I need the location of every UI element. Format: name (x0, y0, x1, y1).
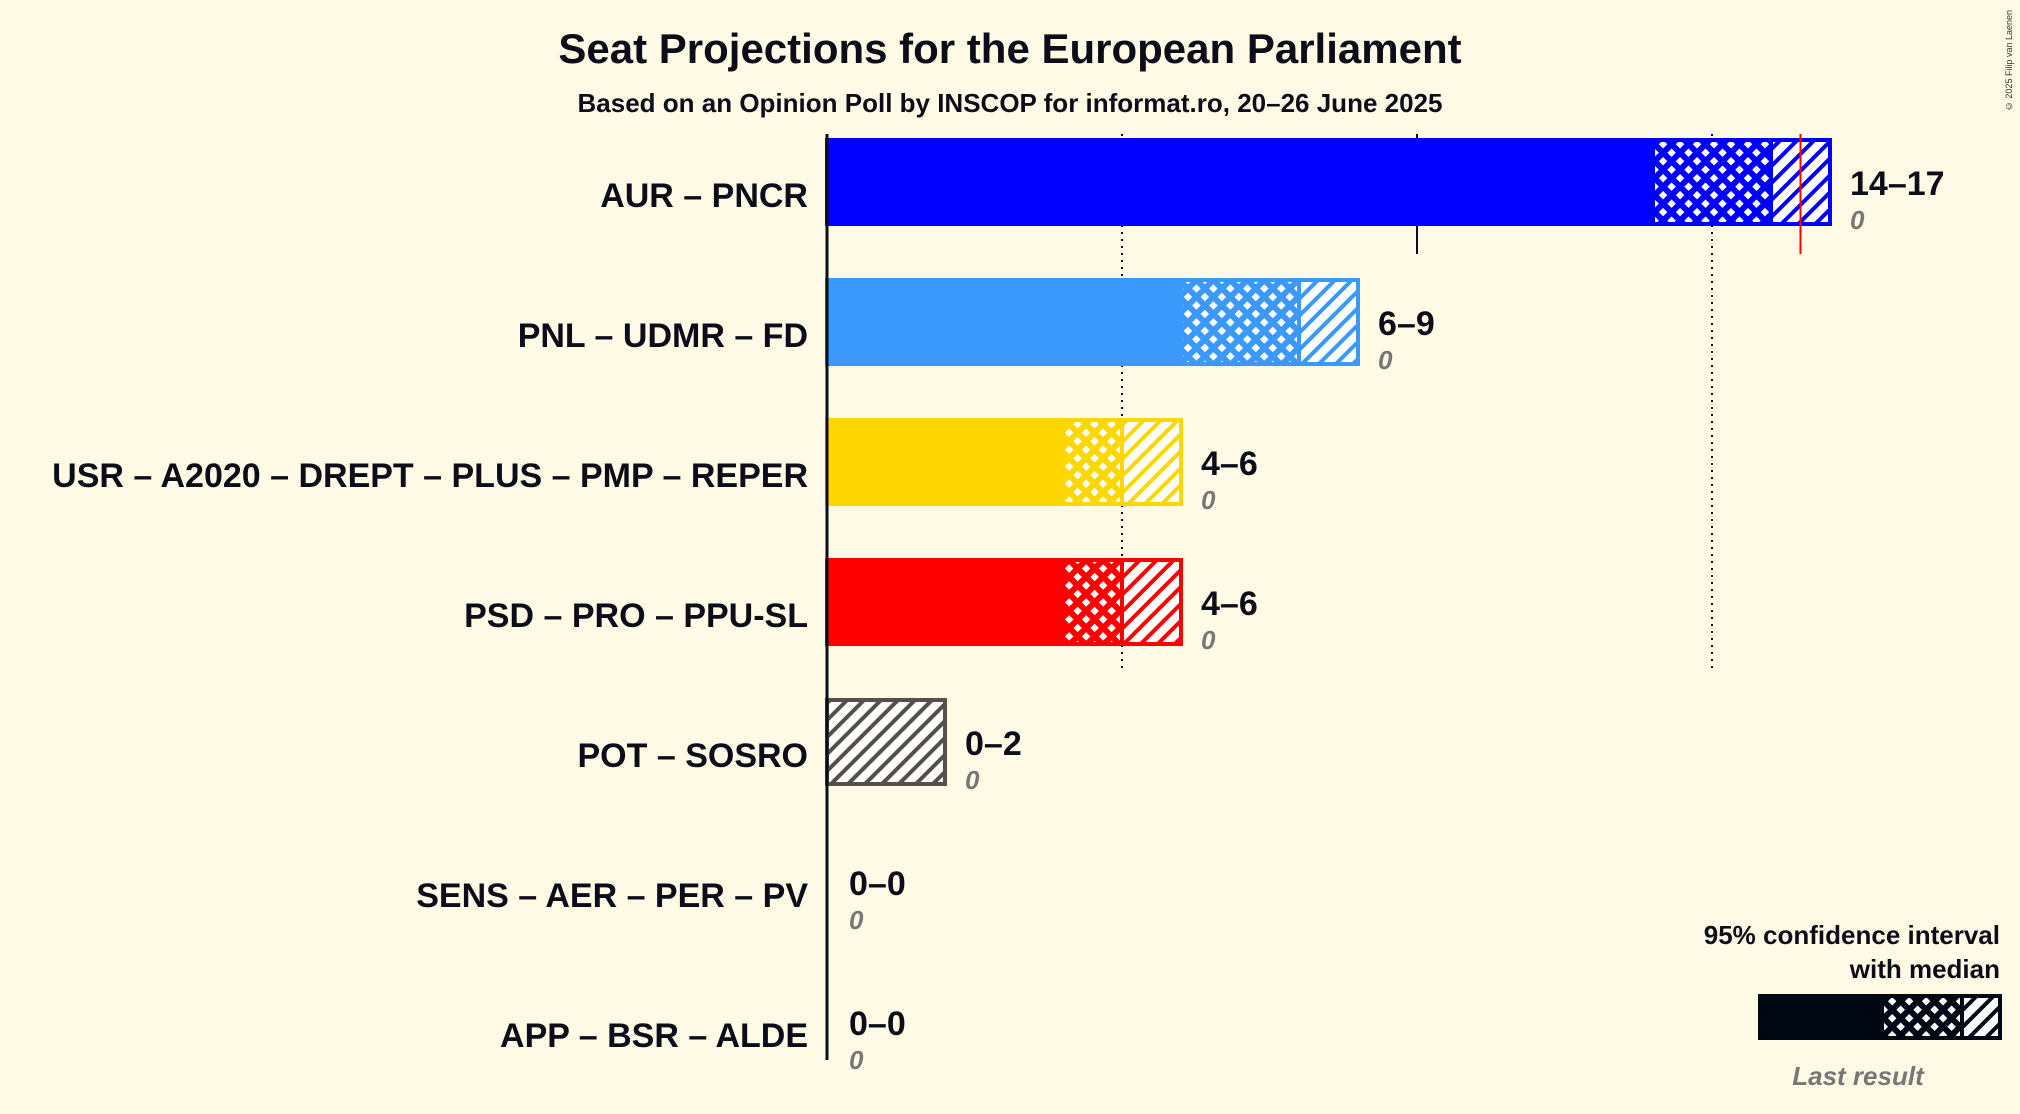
bar-crosshatch (1181, 280, 1299, 364)
range-label: 0–2 (965, 725, 1022, 763)
last-result-label: 0 (849, 905, 864, 935)
last-result-label: 0 (1850, 205, 1865, 235)
range-label: 14–17 (1850, 165, 1945, 203)
bar-diagonal-hatch (1299, 280, 1358, 364)
bar-diagonal-hatch (1122, 420, 1181, 504)
copyright-note: © 2025 Filip van Laenen (2004, 10, 2014, 112)
bar-crosshatch (1063, 560, 1122, 644)
bar-solid (827, 420, 1063, 504)
last-result-label: 0 (965, 765, 980, 795)
bar-group-0: 14–170 AUR – PNCR (600, 138, 1945, 235)
legend-last-result: Last result (1792, 1061, 1925, 1091)
chart-subtitle: Based on an Opinion Poll by INSCOP for i… (578, 88, 1443, 118)
legend: 95% confidence interval with median Last… (1704, 920, 2002, 1091)
legend-crosshatch (1882, 996, 1962, 1038)
last-result-label: 0 (1378, 345, 1393, 375)
bar-diagonal-hatch (827, 700, 945, 784)
range-label: 4–6 (1201, 445, 1258, 483)
category-label: APP – BSR – ALDE (500, 1017, 808, 1055)
range-label: 0–0 (849, 865, 906, 903)
legend-diagonal-hatch (1962, 996, 2000, 1038)
chart-title: Seat Projections for the European Parlia… (558, 25, 1461, 72)
last-result-label: 0 (849, 1045, 864, 1075)
legend-line-2: with median (1849, 954, 2000, 984)
bar-solid (827, 140, 1653, 224)
bar-group-5: 0–00 SENS – AER – PER – PV (416, 865, 906, 935)
category-label: POT – SOSRO (578, 737, 809, 775)
bar-crosshatch (1653, 140, 1771, 224)
bar-group-4: 0–20 POT – SOSRO (578, 698, 1022, 795)
bar-solid (827, 560, 1063, 644)
range-label: 6–9 (1378, 305, 1435, 343)
category-label: SENS – AER – PER – PV (416, 877, 808, 915)
bar-solid (827, 280, 1181, 364)
bar-diagonal-hatch (1122, 560, 1181, 644)
legend-solid (1760, 996, 1882, 1038)
bar-group-6: 0–00 APP – BSR – ALDE (500, 1005, 906, 1075)
bar-group-1: 6–90 PNL – UDMR – FD (518, 278, 1435, 375)
range-label: 0–0 (849, 1005, 906, 1043)
bar-group-3: 4–60 PSD – PRO – PPU-SL (464, 558, 1258, 655)
legend-line-1: 95% confidence interval (1704, 920, 2000, 950)
last-result-label: 0 (1201, 485, 1216, 515)
bar-crosshatch (1063, 420, 1122, 504)
range-label: 4–6 (1201, 585, 1258, 623)
category-label: AUR – PNCR (600, 177, 808, 215)
category-label: PNL – UDMR – FD (518, 317, 808, 355)
category-label: USR – A2020 – DREPT – PLUS – PMP – REPER (52, 457, 808, 495)
category-label: PSD – PRO – PPU-SL (464, 597, 808, 635)
last-result-label: 0 (1201, 625, 1216, 655)
bar-group-2: 4–60 USR – A2020 – DREPT – PLUS – PMP – R… (52, 418, 1258, 515)
